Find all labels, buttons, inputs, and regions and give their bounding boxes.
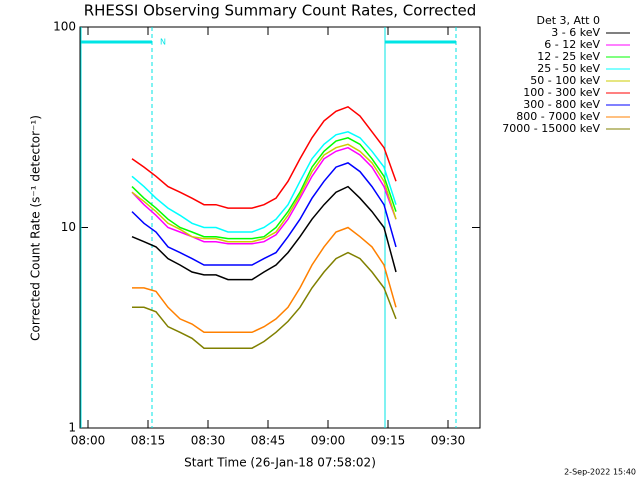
series-line (132, 226, 397, 334)
legend-label: 25 - 50 keV (537, 62, 600, 75)
x-tick-label: 08:30 (191, 434, 226, 448)
x-tick-label: 08:45 (251, 434, 286, 448)
x-tick-label: 09:00 (311, 434, 346, 448)
legend-label: 12 - 25 keV (537, 50, 600, 63)
footer: 2-Sep-2022 15:40 (564, 468, 636, 477)
series-line (131, 162, 397, 266)
series-line (131, 131, 397, 233)
chart-title: RHESSI Observing Summary Count Rates, Co… (84, 2, 477, 20)
series-line (131, 136, 397, 240)
legend-label: 6 - 12 keV (544, 38, 600, 51)
y-axis-label: Corrected Count Rate (s⁻¹ detector⁻¹) (29, 115, 43, 341)
y-tick-label: 10 (61, 220, 76, 234)
legend-label: 50 - 100 keV (530, 74, 600, 87)
legend-label: 7000 - 15000 keV (502, 122, 600, 135)
legend-label: 3 - 6 keV (551, 26, 600, 39)
x-axis-label: Start Time (26-Jan-18 07:58:02) (184, 456, 376, 470)
y-tick-label: 1 (68, 421, 76, 435)
x-tick-label: 08:00 (71, 434, 106, 448)
series-line (131, 105, 397, 209)
legend-label: 300 - 800 keV (523, 98, 600, 111)
legend-title: Det 3, Att 0 (537, 14, 601, 27)
x-tick-label: 09:15 (371, 434, 406, 448)
legend-label: 100 - 300 keV (523, 86, 600, 99)
x-tick-label: 09:30 (431, 434, 466, 448)
series-line (131, 185, 397, 281)
legend-label: 800 - 7000 keV (516, 110, 600, 123)
series-line (132, 251, 397, 349)
night-label: N (160, 38, 166, 47)
series-line (131, 146, 397, 245)
series-line (131, 143, 397, 243)
y-tick-label: 100 (53, 20, 76, 34)
x-tick-label: 08:15 (131, 434, 166, 448)
